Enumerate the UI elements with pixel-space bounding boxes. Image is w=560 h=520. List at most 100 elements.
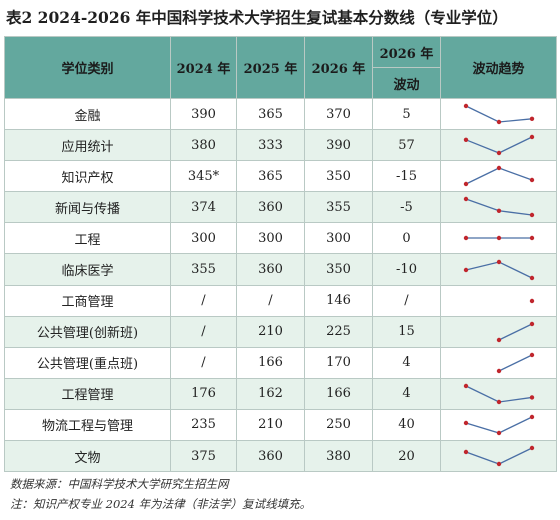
row-name: 工程	[4, 222, 171, 255]
trend-sparkline	[529, 298, 534, 303]
trend-sparkline	[463, 236, 534, 241]
cell-2025: 333	[236, 129, 305, 162]
cell-2025: 365	[236, 160, 305, 193]
trend-point	[529, 445, 534, 451]
cell-2024: 390	[170, 97, 237, 131]
trend-sparkline	[463, 383, 534, 405]
table-row: 物流工程与管理 235 210 250 40	[4, 408, 557, 442]
row-name: 工程管理	[4, 377, 171, 410]
trend-sparkline-cell	[440, 191, 557, 224]
row-name: 新闻与传播	[4, 191, 171, 224]
trend-point	[463, 449, 468, 455]
table-row: 新闻与传播 374 360 355 -5	[4, 191, 557, 224]
cell-change: 0	[372, 222, 441, 255]
table-title: 表2 2024-2026 年中国科学技术大学招生复试基本分数线（专业学位）	[6, 8, 508, 27]
trend-point	[529, 414, 534, 420]
cell-2024: 345*	[170, 160, 237, 193]
trend-sparkline	[496, 321, 534, 342]
trend-point	[463, 383, 468, 389]
cell-2026: 170	[304, 346, 373, 379]
table-row: 文物 375 360 380 20	[4, 440, 557, 473]
trend-point	[463, 197, 468, 202]
cell-2024: 380	[170, 129, 237, 162]
row-name: 知识产权	[4, 160, 171, 193]
trend-point	[529, 116, 534, 122]
trend-point	[496, 259, 501, 264]
cell-2024: 300	[170, 222, 237, 255]
cell-change: 4	[372, 377, 441, 410]
trend-point	[529, 178, 534, 183]
trend-sparkline-cell	[440, 440, 557, 473]
cell-change: /	[372, 284, 441, 317]
trend-sparkline	[463, 166, 534, 187]
trend-point	[496, 150, 501, 156]
trend-sparkline	[463, 259, 534, 280]
row-name: 公共管理(重点班)	[4, 346, 171, 379]
table-row: 应用统计 380 333 390 57	[4, 129, 557, 162]
row-name: 应用统计	[4, 129, 171, 162]
trend-point	[529, 134, 534, 140]
cell-2025: 166	[236, 346, 305, 379]
trend-sparkline	[463, 103, 534, 125]
cell-2025: 162	[236, 377, 305, 410]
row-name: 文物	[4, 440, 171, 473]
footnote: 注：知识产权专业 2024 年为法律（非法学）复试线填充。	[10, 497, 312, 511]
cell-2024: 235	[170, 408, 237, 442]
trend-sparkline-cell	[440, 129, 557, 162]
cell-2026: 350	[304, 160, 373, 193]
trend-point	[496, 236, 501, 241]
trend-sparkline-cell	[440, 346, 557, 379]
cell-2025: 365	[236, 97, 305, 131]
table-row: 工商管理 //146/	[4, 284, 557, 317]
cell-change: 5	[372, 97, 441, 131]
cell-change: 20	[372, 440, 441, 473]
trend-sparkline-cell	[440, 97, 557, 131]
cell-2025: 360	[236, 440, 305, 473]
notes: 数据来源：中国科学技术大学研究生招生网 注：知识产权专业 2024 年为法律（非…	[10, 474, 555, 514]
header-2024: 2024 年	[170, 36, 237, 99]
trend-point	[496, 337, 501, 342]
cell-2026: 355	[304, 191, 373, 224]
cell-2026: 250	[304, 408, 373, 442]
cell-2026: 350	[304, 253, 373, 286]
cell-2026: 380	[304, 440, 373, 473]
trend-point	[496, 461, 501, 467]
row-name: 工商管理	[4, 284, 171, 317]
header-2026: 2026 年	[304, 36, 373, 99]
table-row: 知识产权 345* 365 350 -15	[4, 160, 557, 193]
row-name: 临床医学	[4, 253, 171, 286]
cell-change: 15	[372, 315, 441, 348]
trend-sparkline-cell	[440, 377, 557, 410]
cell-change: -15	[372, 160, 441, 193]
trend-line	[465, 385, 532, 403]
trend-point	[496, 430, 501, 436]
trend-point	[496, 119, 501, 125]
trend-line	[465, 447, 532, 465]
trend-point	[463, 182, 468, 187]
cell-change: -10	[372, 253, 441, 286]
trend-sparkline-cell	[440, 284, 557, 317]
trend-point	[463, 236, 468, 241]
cell-2024: 374	[170, 191, 237, 224]
trend-sparkline	[463, 197, 534, 218]
cell-change: 4	[372, 346, 441, 379]
table-row: 公共管理(创新班)/210 225 15	[4, 315, 557, 348]
trend-line	[498, 323, 532, 341]
row-name: 公共管理(创新班)	[4, 315, 171, 348]
trend-point	[496, 166, 501, 171]
cell-2025: /	[236, 284, 305, 317]
header-change-bottom: 波动	[372, 67, 441, 99]
cell-2025: 210	[236, 315, 305, 348]
row-name: 金融	[4, 97, 171, 131]
trend-point	[529, 321, 534, 326]
trend-sparkline-cell	[440, 315, 557, 348]
trend-point	[529, 298, 534, 303]
cell-2025: 300	[236, 222, 305, 255]
cell-2025: 360	[236, 253, 305, 286]
trend-line	[465, 260, 532, 279]
trend-point	[496, 208, 501, 214]
trend-line	[465, 105, 532, 123]
cell-2024: /	[170, 284, 237, 317]
header-trend: 波动趋势	[440, 36, 557, 99]
trend-point	[463, 103, 468, 109]
